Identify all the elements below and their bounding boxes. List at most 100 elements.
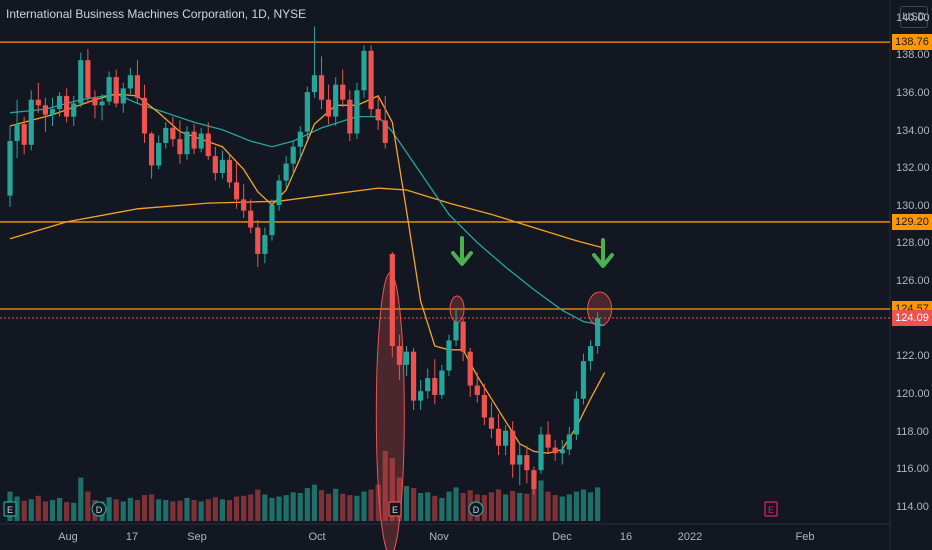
x-tick-label: Nov <box>429 531 449 543</box>
resistance-test-highlight <box>449 295 465 323</box>
volume-bar <box>42 501 48 521</box>
candle-body <box>184 131 190 155</box>
volume-bar <box>545 491 551 521</box>
candle-body <box>389 253 395 347</box>
x-tick-label: Oct <box>308 531 326 543</box>
volume-bar <box>198 501 204 521</box>
last-price-tag: 124.09 <box>892 310 932 327</box>
candle-body <box>495 428 502 446</box>
volume-bar <box>573 491 579 521</box>
volume-bar <box>531 488 537 521</box>
volume-bar <box>85 491 91 521</box>
candle-body <box>340 84 346 100</box>
y-tick-label: 128.00 <box>896 237 930 250</box>
candle-body <box>446 340 452 371</box>
candle-body <box>531 470 537 489</box>
volume-bar <box>580 489 587 521</box>
candle-body <box>241 199 247 211</box>
earnings-marker-icon[interactable]: E <box>388 501 402 517</box>
volume-bar <box>219 499 225 521</box>
volume-bar <box>49 500 56 521</box>
candle-body <box>559 449 565 454</box>
earnings-marker-icon[interactable]: E <box>3 501 17 517</box>
volume-bar <box>488 492 495 521</box>
candle-body <box>85 60 91 98</box>
volume-bar <box>262 494 268 521</box>
volume-bar <box>439 497 445 521</box>
price-level-tag: 138.76 <box>892 34 932 51</box>
svg-text:D: D <box>473 505 480 515</box>
candle-body <box>7 141 13 196</box>
candle-body <box>149 133 155 166</box>
volume-bar <box>304 488 310 521</box>
y-tick-label: 114.00 <box>896 500 929 513</box>
currency-badge[interactable]: USD <box>900 6 928 28</box>
y-tick-label: 134.00 <box>896 124 930 137</box>
candle-body <box>78 60 84 104</box>
volume-bar <box>226 500 233 521</box>
y-tick-label: 132.00 <box>896 162 930 175</box>
candle-body <box>35 99 41 106</box>
volume-bar <box>283 495 289 521</box>
volume-bar <box>21 500 27 521</box>
volume-bar <box>403 486 410 521</box>
candle-body <box>141 97 148 134</box>
moving-average-mid <box>9 93 605 327</box>
candle-body <box>425 378 431 392</box>
candle-body <box>106 77 112 102</box>
candle-body <box>191 131 197 149</box>
volume-bar <box>333 488 339 521</box>
volume-bar <box>446 491 452 521</box>
volume-bar <box>177 500 183 521</box>
volume-bar <box>64 502 70 521</box>
candle-body <box>410 351 417 401</box>
volume-bar <box>149 494 155 521</box>
candle-body <box>233 182 240 200</box>
candle-body <box>42 105 48 115</box>
volume-bar <box>340 493 346 521</box>
candle-body <box>262 235 268 254</box>
volume-bar <box>134 500 141 521</box>
earnings-marker-icon[interactable]: E <box>764 501 778 517</box>
volume-bar <box>495 489 502 521</box>
volume-bar <box>326 493 332 521</box>
chart-title: International Business Machines Corporat… <box>6 7 307 21</box>
volume-bar <box>510 490 516 521</box>
candle-body <box>347 99 353 134</box>
svg-text:E: E <box>768 505 774 515</box>
volume-bar <box>354 495 360 521</box>
volume-bar <box>269 497 275 521</box>
candle-body <box>92 97 98 106</box>
candle-body <box>481 394 487 418</box>
volume-bar <box>120 501 126 521</box>
candle-body <box>49 109 56 115</box>
volume-bar <box>241 495 247 521</box>
x-tick-label: Aug <box>58 531 78 543</box>
candle-body <box>382 120 388 143</box>
candle-body <box>163 127 169 143</box>
candle-body <box>333 84 339 117</box>
candle-body <box>226 159 233 183</box>
candle-body <box>290 146 296 164</box>
candle-body <box>14 124 20 142</box>
x-tick-label: 2022 <box>677 531 703 543</box>
candle-body <box>587 346 594 362</box>
volume-bar <box>587 492 594 521</box>
candle-body <box>134 75 141 98</box>
volume-bar <box>71 502 77 521</box>
candle-body <box>71 103 77 117</box>
candle-body <box>453 321 459 341</box>
candle-body <box>120 88 126 104</box>
y-tick-label: 126.00 <box>896 275 930 288</box>
candle-body <box>510 430 516 465</box>
volume-bar <box>156 499 162 521</box>
volume-bar <box>56 497 63 521</box>
dividend-marker-icon[interactable]: D <box>91 501 107 517</box>
volume-bar <box>389 458 395 521</box>
dividend-marker-icon[interactable]: D <box>468 501 484 517</box>
candle-body <box>276 180 282 205</box>
volume-bar <box>347 495 353 521</box>
volume-bar <box>432 495 438 521</box>
volume-bar <box>460 493 466 521</box>
